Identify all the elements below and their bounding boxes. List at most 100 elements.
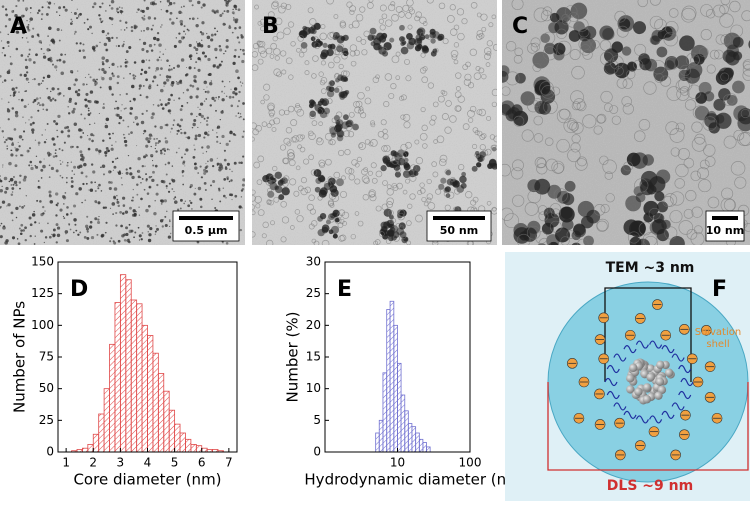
particle [148, 85, 152, 90]
faint-particle [455, 105, 462, 112]
particle [156, 32, 160, 35]
particle [318, 189, 327, 198]
faint-particle [698, 47, 709, 58]
faint-particle [502, 163, 511, 177]
particle [94, 100, 98, 104]
faint-particle [734, 176, 747, 189]
faint-particle [521, 129, 534, 142]
faint-particle [369, 194, 377, 202]
faint-particle [579, 44, 592, 56]
particle [713, 98, 726, 111]
faint-particle [733, 129, 745, 141]
faint-particle [333, 56, 341, 64]
particle [73, 218, 77, 222]
particle [162, 219, 164, 221]
ligand [680, 377, 694, 387]
particle [153, 17, 157, 20]
particle [118, 6, 121, 9]
particle [154, 164, 158, 168]
particle [61, 176, 64, 179]
particle [226, 162, 230, 166]
core-atom [646, 372, 655, 382]
particle [0, 40, 3, 42]
particle [141, 178, 144, 180]
particle [109, 240, 112, 243]
faint-particle [260, 99, 265, 105]
faint-particle [697, 167, 710, 180]
particle [151, 178, 155, 183]
particle [147, 16, 152, 20]
particle [125, 232, 129, 236]
particle [27, 41, 29, 43]
faint-particle [324, 132, 333, 141]
faint-particle [575, 18, 589, 32]
particle [159, 88, 164, 93]
particle [199, 165, 202, 168]
faint-particle [329, 125, 336, 133]
particle [240, 189, 244, 192]
particle [152, 170, 155, 174]
faint-particle [328, 140, 333, 145]
faint-particle [407, 24, 413, 30]
particle [80, 171, 84, 175]
particle [79, 164, 83, 168]
faint-particle [368, 0, 374, 3]
particle [199, 108, 201, 111]
particle [1, 185, 3, 188]
particle [66, 125, 70, 129]
particle [546, 234, 560, 245]
bar [174, 423, 181, 453]
particle [98, 153, 100, 155]
tem-bracket [604, 287, 692, 382]
faint-particle [311, 238, 317, 244]
faint-particle [395, 75, 401, 81]
particle [129, 72, 131, 75]
particle [150, 28, 153, 31]
faint-particle [294, 105, 302, 113]
faint-particle [285, 4, 292, 10]
particle [75, 229, 78, 232]
particle [40, 42, 42, 44]
particle [205, 170, 209, 173]
faint-particle [542, 46, 557, 61]
particle [242, 118, 245, 121]
particle [2, 46, 5, 50]
core-atom [642, 395, 652, 404]
particle [183, 5, 185, 8]
faint-particle [444, 168, 451, 175]
particle [97, 187, 100, 190]
particle [44, 210, 46, 212]
particle [568, 30, 581, 42]
particle [207, 57, 211, 62]
faint-particle [339, 21, 347, 29]
particle [105, 122, 107, 124]
particle [219, 48, 223, 52]
particle [669, 235, 685, 245]
core-atom [629, 363, 638, 373]
faint-particle [622, 78, 633, 89]
faint-particle [388, 92, 395, 100]
faint-particle [261, 121, 268, 127]
particle [413, 164, 421, 173]
particle [183, 202, 186, 205]
particle [204, 188, 207, 191]
faint-particle [532, 97, 542, 107]
faint-particle [266, 199, 272, 205]
particle [98, 112, 100, 114]
particle [143, 188, 146, 191]
y-tick-label: 20 [306, 318, 321, 332]
faint-particle [281, 216, 290, 224]
particle [58, 147, 61, 150]
faint-particle [384, 73, 393, 81]
faint-particle [363, 30, 370, 38]
particle [2, 226, 6, 230]
faint-particle [420, 31, 426, 37]
particle [15, 216, 18, 219]
faint-particle [252, 189, 256, 195]
particle [71, 110, 75, 114]
faint-particle [609, 105, 619, 114]
particle [328, 229, 334, 235]
scale-bar-label: 50 nm [440, 224, 478, 237]
faint-particle [453, 42, 460, 48]
